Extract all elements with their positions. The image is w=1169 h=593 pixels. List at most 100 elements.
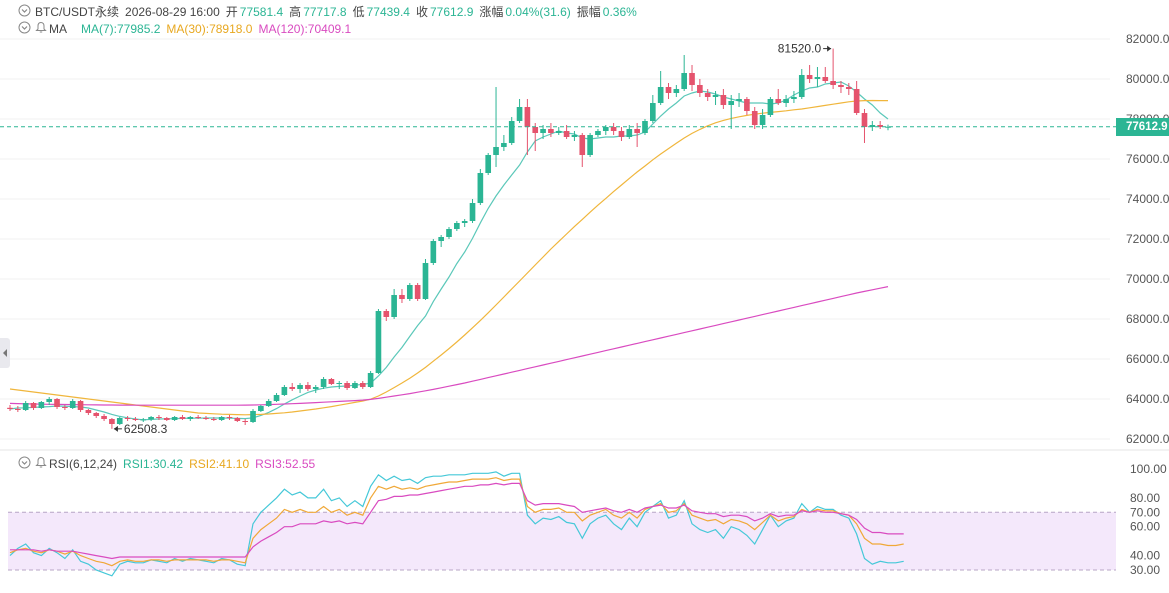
candle-up bbox=[320, 379, 327, 387]
ma7-line bbox=[9, 81, 889, 421]
candle-down bbox=[242, 421, 249, 422]
high-marker-label: 81520.0 bbox=[778, 42, 822, 56]
rsi-axis-tick: 100.00 bbox=[1130, 462, 1167, 476]
candle-up bbox=[38, 402, 45, 408]
high-label: 高 bbox=[289, 5, 302, 19]
candle-down bbox=[179, 417, 186, 419]
open-value: 77581.4 bbox=[239, 4, 284, 19]
candle-down bbox=[156, 417, 162, 418]
rsi-legend: RSI(6,12,24) RSI1:30.42 RSI2:41.10 RSI3:… bbox=[18, 456, 321, 472]
ma-legend: MA MA(7):77985.2 MA(30):78918.0 MA(120):… bbox=[18, 21, 357, 37]
ma7-value: MA(7):77985.2 bbox=[81, 22, 161, 36]
candle-up bbox=[406, 285, 413, 299]
change-label: 涨幅 bbox=[479, 5, 504, 19]
candle-down bbox=[77, 401, 84, 410]
high-marker-arrowhead bbox=[827, 45, 832, 52]
candle-up bbox=[461, 221, 468, 223]
rsi3-value: RSI3:52.55 bbox=[255, 457, 316, 471]
candle-up bbox=[446, 229, 452, 237]
candle-up bbox=[681, 73, 688, 89]
candle-up bbox=[501, 143, 507, 147]
candle-up bbox=[602, 127, 609, 131]
rsi-overbought-band bbox=[8, 512, 1116, 570]
low-label: 低 bbox=[352, 5, 365, 19]
candle-up bbox=[454, 223, 460, 229]
candle-down bbox=[30, 403, 37, 408]
candle-up bbox=[422, 263, 429, 299]
candle-down bbox=[618, 131, 625, 137]
candle-up bbox=[265, 401, 272, 406]
candle-up bbox=[391, 295, 397, 317]
candle-up bbox=[187, 417, 194, 419]
candle-down bbox=[524, 107, 531, 127]
open-label: 开 bbox=[225, 5, 238, 19]
low-marker-arrowhead bbox=[113, 425, 118, 432]
candle-down bbox=[132, 419, 139, 420]
current-price-tag: 77612.9 bbox=[1116, 118, 1169, 136]
price-axis-tick: 82000.0 bbox=[1126, 32, 1169, 46]
candle-up bbox=[571, 135, 578, 137]
candle-down bbox=[751, 111, 758, 125]
chevron-left-icon bbox=[3, 349, 7, 357]
candle-up bbox=[673, 89, 680, 93]
candle-up bbox=[281, 387, 288, 395]
collapse-chevron-icon[interactable] bbox=[18, 4, 31, 20]
candle-up bbox=[587, 135, 593, 155]
candle-down bbox=[532, 127, 539, 133]
bell-icon[interactable] bbox=[35, 21, 47, 37]
candle-up bbox=[657, 87, 664, 103]
candle-down bbox=[328, 379, 335, 384]
candle-down bbox=[93, 413, 100, 416]
candle-up bbox=[869, 125, 876, 127]
candle-up bbox=[885, 126, 891, 128]
collapse-chevron-icon[interactable] bbox=[18, 21, 31, 37]
candle-up bbox=[375, 311, 382, 373]
price-axis-tick: 68000.0 bbox=[1126, 312, 1169, 326]
candle-up bbox=[250, 411, 256, 422]
candle-down bbox=[234, 418, 241, 421]
ohlc-header: BTC/USDT永续 2026-08-29 16:00 开 77581.4 高 … bbox=[18, 3, 643, 20]
candle-up bbox=[791, 97, 797, 99]
candle-up bbox=[493, 147, 499, 155]
candle-up bbox=[516, 107, 523, 121]
collapse-chevron-icon[interactable] bbox=[18, 456, 31, 472]
candle-down bbox=[697, 85, 703, 93]
candle-up bbox=[783, 99, 789, 103]
candle-up bbox=[116, 418, 123, 424]
candle-up bbox=[508, 121, 515, 143]
candle-down bbox=[861, 113, 868, 127]
candle-up bbox=[798, 75, 805, 97]
candle-down bbox=[85, 410, 92, 413]
candle-up bbox=[767, 99, 774, 115]
rsi1-value: RSI1:30.42 bbox=[123, 457, 184, 471]
candle-down bbox=[359, 383, 366, 387]
candle-down bbox=[289, 387, 296, 389]
side-collapse-handle[interactable] bbox=[0, 338, 10, 368]
ma-title: MA bbox=[49, 22, 67, 36]
amplitude-label: 振幅 bbox=[576, 5, 601, 19]
candle-up bbox=[485, 155, 492, 173]
candle-down bbox=[838, 85, 844, 87]
candle-up bbox=[540, 129, 546, 133]
candle-up bbox=[69, 401, 76, 408]
candle-down bbox=[7, 407, 13, 409]
candle-up bbox=[336, 383, 343, 384]
ma120-line bbox=[9, 286, 889, 406]
candle-up bbox=[728, 101, 735, 105]
rsi-axis-tick: 80.00 bbox=[1130, 491, 1160, 505]
ma30-line bbox=[9, 99, 888, 416]
candle-down bbox=[54, 399, 60, 407]
bell-icon[interactable] bbox=[35, 456, 47, 472]
candle-down bbox=[744, 99, 750, 111]
candle-down bbox=[414, 285, 421, 299]
candle-up bbox=[148, 417, 154, 420]
candle-down bbox=[704, 93, 711, 97]
rsi-axis-tick: 60.00 bbox=[1130, 520, 1160, 534]
candle-up bbox=[297, 385, 303, 389]
change-value: 0.04%(31.6) bbox=[505, 4, 571, 19]
candle-down bbox=[845, 87, 852, 89]
candle-up bbox=[352, 383, 358, 388]
rsi3-line bbox=[10, 482, 904, 560]
